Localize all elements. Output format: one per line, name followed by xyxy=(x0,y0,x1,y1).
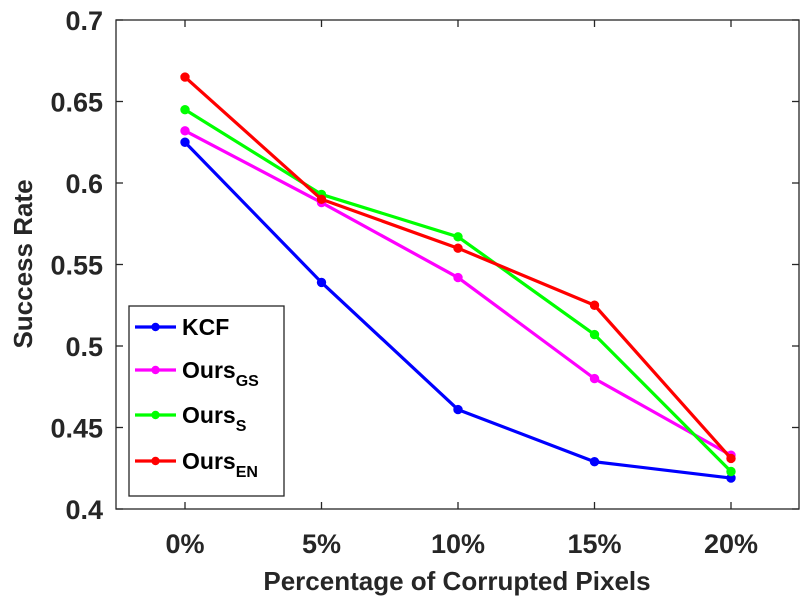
data-point xyxy=(589,373,600,384)
y-tick-label: 0.4 xyxy=(65,495,103,525)
y-tick-label: 0.65 xyxy=(50,88,103,118)
legend-marker xyxy=(151,322,160,332)
legend-item-oursen: OursEN xyxy=(135,448,258,481)
legend-label: KCF xyxy=(182,314,229,340)
data-point xyxy=(726,453,736,464)
data-point xyxy=(453,272,463,283)
x-tick-label: 20% xyxy=(704,529,758,559)
y-tick-label: 0.55 xyxy=(50,251,103,281)
y-tick-label: 0.45 xyxy=(50,414,103,444)
legend-marker xyxy=(151,365,160,375)
series-oursen xyxy=(180,72,736,464)
data-point xyxy=(180,137,190,147)
x-tick-label: 5% xyxy=(302,529,341,559)
legend-label: OursS xyxy=(182,402,247,435)
series-kcf xyxy=(180,137,736,483)
legend-marker xyxy=(151,456,160,466)
legend-marker xyxy=(151,410,160,420)
legend-label: OursGS xyxy=(182,357,259,390)
legend-item-ourss: OursS xyxy=(135,402,247,435)
x-tick-label: 15% xyxy=(567,529,621,559)
data-point xyxy=(316,277,327,288)
legend-item-oursgs: OursGS xyxy=(135,357,259,390)
data-point xyxy=(726,466,736,477)
y-axis-title: Success Rate xyxy=(8,179,38,348)
data-point xyxy=(453,404,463,415)
data-point xyxy=(589,300,600,310)
legend-item-kcf: KCF xyxy=(135,314,229,340)
legend-label: OursEN xyxy=(182,448,258,481)
x-tick-label: 10% xyxy=(431,529,485,559)
y-tick-label: 0.6 xyxy=(65,169,103,199)
x-tick-label: 0% xyxy=(165,529,204,559)
data-point xyxy=(453,243,463,253)
data-point xyxy=(453,232,463,242)
y-tick-label: 0.5 xyxy=(65,332,103,362)
y-tick-label: 0.7 xyxy=(65,6,103,36)
x-axis-title: Percentage of Corrupted Pixels xyxy=(263,566,650,596)
data-point xyxy=(180,104,190,115)
data-point xyxy=(316,194,327,205)
legend: KCF OursGS OursS OursEN xyxy=(128,305,285,497)
data-point xyxy=(589,457,600,467)
data-point xyxy=(180,72,190,82)
series-ourss xyxy=(180,104,736,477)
data-point xyxy=(180,126,190,136)
series-oursgs xyxy=(180,126,736,460)
data-point xyxy=(589,329,600,340)
